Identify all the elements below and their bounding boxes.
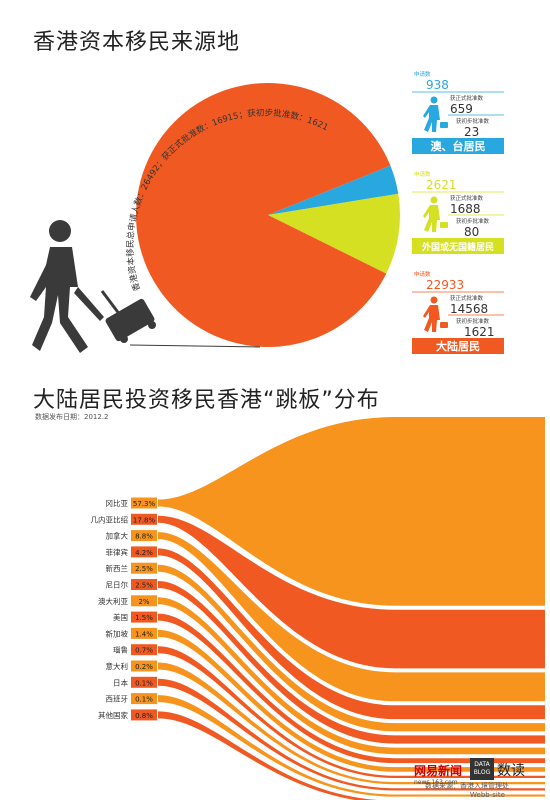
- value-label: 57.3%: [133, 500, 156, 508]
- value-box: [131, 644, 157, 656]
- initial-value: 1621: [464, 325, 495, 339]
- value-box: [131, 660, 157, 672]
- country-label: 尼日尔: [106, 580, 129, 590]
- netease-logo: 网易新闻 news.163.com: [414, 760, 462, 786]
- value-box: [131, 627, 157, 639]
- value-label: 0.8%: [135, 712, 153, 720]
- initial-label: 获初步批准数: [456, 317, 490, 325]
- apply-label: 申请数: [414, 170, 431, 178]
- data-source-2: Webb-site: [470, 791, 505, 799]
- value-box: [131, 611, 157, 623]
- flow-chart: 冈比亚 57.3% 几内亚比绍 17.8% 加拿大 8.8% 菲律宾 4.2% 新西兰 2.5% 尼…: [91, 417, 545, 800]
- value-label: 2%: [138, 598, 149, 606]
- initial-label: 获初步批准数: [456, 117, 490, 125]
- value-label: 8.8%: [135, 533, 153, 541]
- group-name-bar: [412, 238, 504, 254]
- pie-slice: [268, 193, 401, 274]
- publish-date: 数据发布日期：2012.2: [35, 413, 109, 421]
- value-box: [131, 546, 157, 558]
- flow-ribbon: [158, 711, 380, 800]
- legend-graphics: 申请数938获正式批准数659获初步批准数23澳、台居民申请数2621获正式批准…: [412, 70, 504, 354]
- mini-traveler-icon: [423, 196, 448, 232]
- flow-ribbon: [158, 515, 545, 669]
- country-label: 其他国家: [98, 710, 128, 720]
- value-box: [131, 513, 157, 525]
- value-box: [131, 709, 157, 721]
- apply-value: 938: [426, 78, 449, 92]
- formal-value: 1688: [450, 202, 481, 216]
- pie-slice: [268, 165, 399, 215]
- value-box: [131, 497, 157, 509]
- group-name: 外国或无国籍居民: [421, 241, 494, 253]
- pie-slice: [136, 82, 391, 347]
- apply-label: 申请数: [414, 70, 431, 78]
- value-label: 2.5%: [135, 565, 153, 573]
- shudu-logo: 数读: [497, 763, 525, 779]
- country-label: 冈比亚: [106, 498, 129, 508]
- apply-value: 22933: [426, 278, 464, 292]
- group-name-bar: [412, 138, 504, 154]
- country-label: 西班牙: [106, 694, 129, 704]
- netease-logo-url: news.163.com: [414, 779, 458, 786]
- value-box: [131, 676, 157, 688]
- value-label: 0.7%: [135, 647, 153, 655]
- country-label: 澳大利亚: [98, 596, 128, 606]
- value-label: 0.1%: [135, 679, 153, 687]
- formal-value: 659: [450, 102, 473, 116]
- value-box: [131, 595, 157, 607]
- data-source: 数据来源：香港入境管理处: [425, 782, 509, 790]
- country-label: 新西兰: [106, 563, 129, 573]
- group-legend: 申请数 938 获正式批准数 659 获初步批准数 23 澳、台居民 申请数 2621 获正式批准…: [412, 68, 504, 362]
- initial-value: 23: [464, 125, 479, 139]
- initial-value: 80: [464, 225, 479, 239]
- group-name: 澳、台居民: [431, 139, 486, 153]
- value-label: 0.2%: [135, 663, 153, 671]
- country-label: 菲律宾: [106, 547, 129, 557]
- value-box: [131, 693, 157, 705]
- country-label: 新加坡: [106, 628, 129, 638]
- country-label: 加拿大: [106, 531, 129, 541]
- mini-traveler-icon: [423, 96, 448, 132]
- formal-label: 获正式批准数: [450, 294, 484, 302]
- pie-chart: 香港资本移民总申请人数：26492；获正式批准数：16915；获初步批准数：16…: [30, 82, 401, 353]
- value-label: 4.2%: [135, 549, 153, 557]
- value-label: 1.4%: [135, 630, 153, 638]
- initial-label: 获初步批准数: [456, 217, 490, 225]
- netease-logo-text: 网易新闻: [414, 764, 463, 778]
- value-box: [131, 562, 157, 574]
- country-label: 日本: [113, 677, 128, 687]
- formal-label: 获正式批准数: [450, 94, 484, 102]
- value-label: 1.5%: [135, 614, 153, 622]
- value-label: 0.1%: [135, 696, 153, 704]
- pie-title: 香港资本移民来源地: [33, 30, 241, 55]
- traveler-icon: [30, 220, 261, 353]
- country-label: 几内亚比绍: [91, 514, 129, 524]
- country-label: 瑙鲁: [113, 645, 128, 655]
- apply-label: 申请数: [414, 270, 431, 278]
- flow-ribbon: [158, 417, 545, 606]
- flow-ribbon: [158, 532, 545, 702]
- value-box: [131, 530, 157, 542]
- datablog-logo: DATA BLOG: [470, 758, 494, 780]
- mini-traveler-icon: [423, 296, 448, 332]
- country-label: 意大利: [106, 661, 129, 671]
- value-label: 2.5%: [135, 582, 153, 590]
- country-label: 美国: [113, 612, 128, 622]
- value-box: [131, 579, 157, 590]
- value-label: 17.8%: [133, 516, 156, 524]
- apply-value: 2621: [426, 178, 457, 192]
- formal-label: 获正式批准数: [450, 194, 484, 202]
- formal-value: 14568: [450, 302, 488, 316]
- group-name-bar: [412, 338, 504, 354]
- group-name: 大陆居民: [436, 339, 480, 353]
- flow-title: 大陆居民投资移民香港“跳板”分布: [33, 388, 380, 413]
